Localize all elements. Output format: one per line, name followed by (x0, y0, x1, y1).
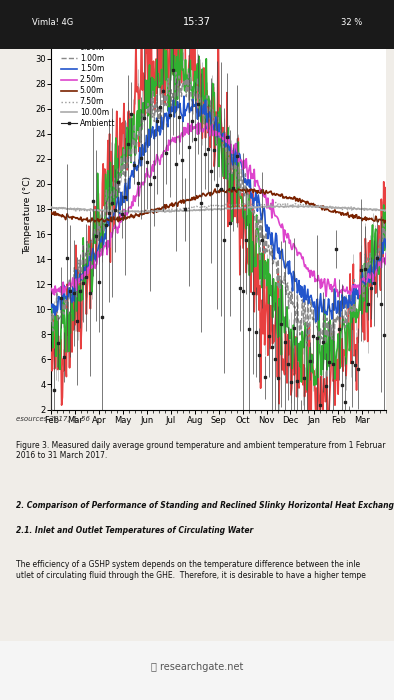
Text: 2. Comparison of Performance of Standing and Reclined Slinky Horizontal Heat Exc: 2. Comparison of Performance of Standing… (16, 500, 394, 510)
Text: 🔒 researchgate.net: 🔒 researchgate.net (151, 662, 243, 672)
Text: Vimla! 4G: Vimla! 4G (32, 18, 73, 27)
Text: The efficiency of a GSHP system depends on the temperature difference between th: The efficiency of a GSHP system depends … (16, 560, 366, 580)
Legend: 0.10m, 0.50m, 1.00m, 1.50m, 2.50m, 5.00m, 7.50m, 10.00m, Ambientt: 0.10m, 0.50m, 1.00m, 1.50m, 2.50m, 5.00m… (58, 29, 118, 131)
Text: 2.1. Inlet and Outlet Temperatures of Circulating Water: 2.1. Inlet and Outlet Temperatures of Ci… (16, 526, 253, 536)
Text: 32 %: 32 % (341, 18, 362, 27)
Text: Figure 3. Measured daily average ground temperature and ambient temperature from: Figure 3. Measured daily average ground … (16, 441, 385, 461)
Text: 15:37: 15:37 (183, 17, 211, 27)
Y-axis label: Temperature (°C): Temperature (°C) (23, 176, 32, 254)
Text: esources 2017, 6, 56: esources 2017, 6, 56 (16, 416, 90, 422)
